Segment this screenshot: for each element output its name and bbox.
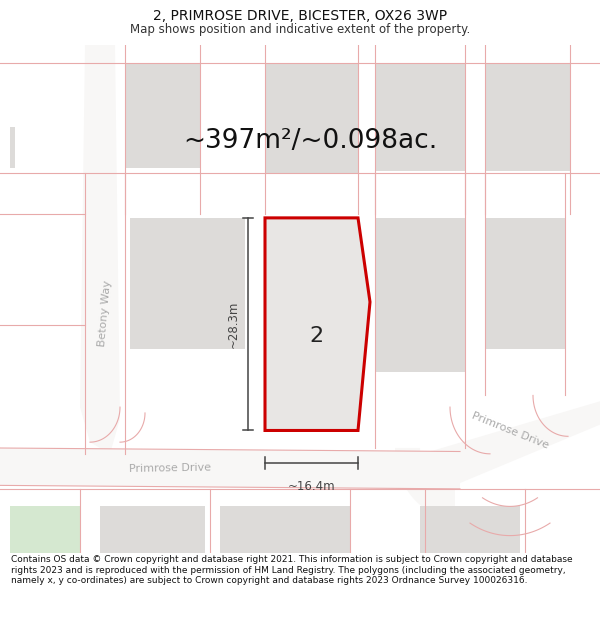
Polygon shape (0, 448, 460, 489)
Bar (10, 127, 15, 168)
Bar (485, 218, 565, 349)
Bar (375, 218, 465, 372)
Text: Betony Way: Betony Way (97, 280, 113, 348)
Polygon shape (80, 45, 120, 454)
Bar (100, 506, 205, 553)
Text: Primrose Drive: Primrose Drive (470, 411, 550, 451)
Bar (125, 62, 200, 168)
Bar (485, 62, 570, 171)
Polygon shape (430, 401, 600, 489)
Text: Map shows position and indicative extent of the property.: Map shows position and indicative extent… (130, 23, 470, 36)
Text: 2: 2 (310, 326, 323, 346)
Bar (375, 62, 465, 171)
Text: ~28.3m: ~28.3m (227, 301, 240, 348)
Text: 2, PRIMROSE DRIVE, BICESTER, OX26 3WP: 2, PRIMROSE DRIVE, BICESTER, OX26 3WP (153, 9, 447, 23)
Bar (420, 506, 520, 553)
Bar (220, 506, 350, 553)
Text: Contains OS data © Crown copyright and database right 2021. This information is : Contains OS data © Crown copyright and d… (11, 555, 572, 585)
Bar (130, 218, 245, 349)
Text: ~397m²/~0.098ac.: ~397m²/~0.098ac. (183, 127, 437, 154)
Polygon shape (265, 218, 370, 431)
Text: Primrose Drive: Primrose Drive (129, 462, 211, 474)
Polygon shape (395, 448, 455, 518)
Bar (265, 62, 358, 174)
Bar (10, 506, 80, 553)
Text: ~16.4m: ~16.4m (287, 479, 335, 492)
